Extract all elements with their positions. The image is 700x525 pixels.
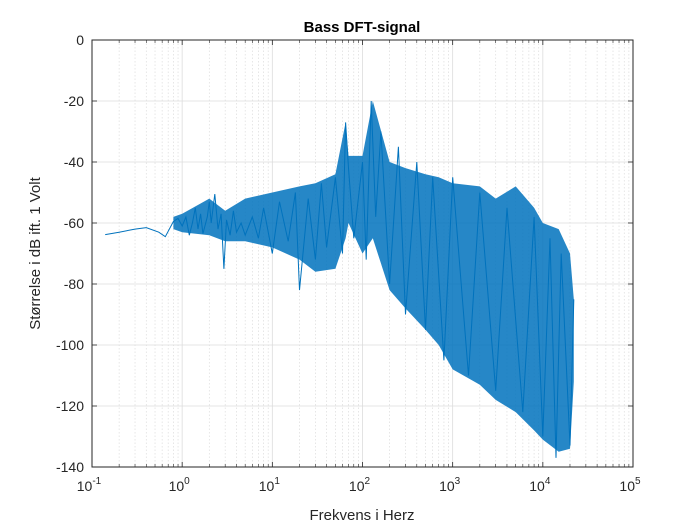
y-tick-label: -140 bbox=[56, 459, 84, 475]
x-ticks: 10-1 100 101 102 103 104 105 bbox=[77, 40, 641, 494]
y-tick-label: -20 bbox=[64, 93, 84, 109]
series-band bbox=[173, 101, 574, 452]
x-tick-label: 102 bbox=[349, 476, 371, 494]
x-tick-label: 100 bbox=[169, 476, 191, 494]
x-tick-label: 103 bbox=[439, 476, 461, 494]
x-tick-label: 101 bbox=[259, 476, 281, 494]
y-tick-label: -80 bbox=[64, 276, 84, 292]
y-tick-label: -100 bbox=[56, 337, 84, 353]
chart-title: Bass DFT-signal bbox=[304, 19, 421, 36]
x-tick-label: 105 bbox=[619, 476, 641, 494]
y-tick-label: -120 bbox=[56, 398, 84, 414]
series-line bbox=[105, 100, 575, 458]
y-axis-label: Størrelse i dB ift. 1 Volt bbox=[27, 176, 44, 329]
x-axis-label: Frekvens i Herz bbox=[309, 507, 414, 524]
y-tick-label: -60 bbox=[64, 215, 84, 231]
y-tick-label: -40 bbox=[64, 154, 84, 170]
x-tick-label: 10-1 bbox=[77, 476, 102, 494]
x-tick-label: 104 bbox=[529, 476, 551, 494]
series-layer bbox=[105, 100, 575, 458]
y-tick-label: 0 bbox=[76, 32, 84, 48]
y-ticks: 0 -20 -40 -60 -80 -100 -120 -140 bbox=[56, 32, 633, 475]
